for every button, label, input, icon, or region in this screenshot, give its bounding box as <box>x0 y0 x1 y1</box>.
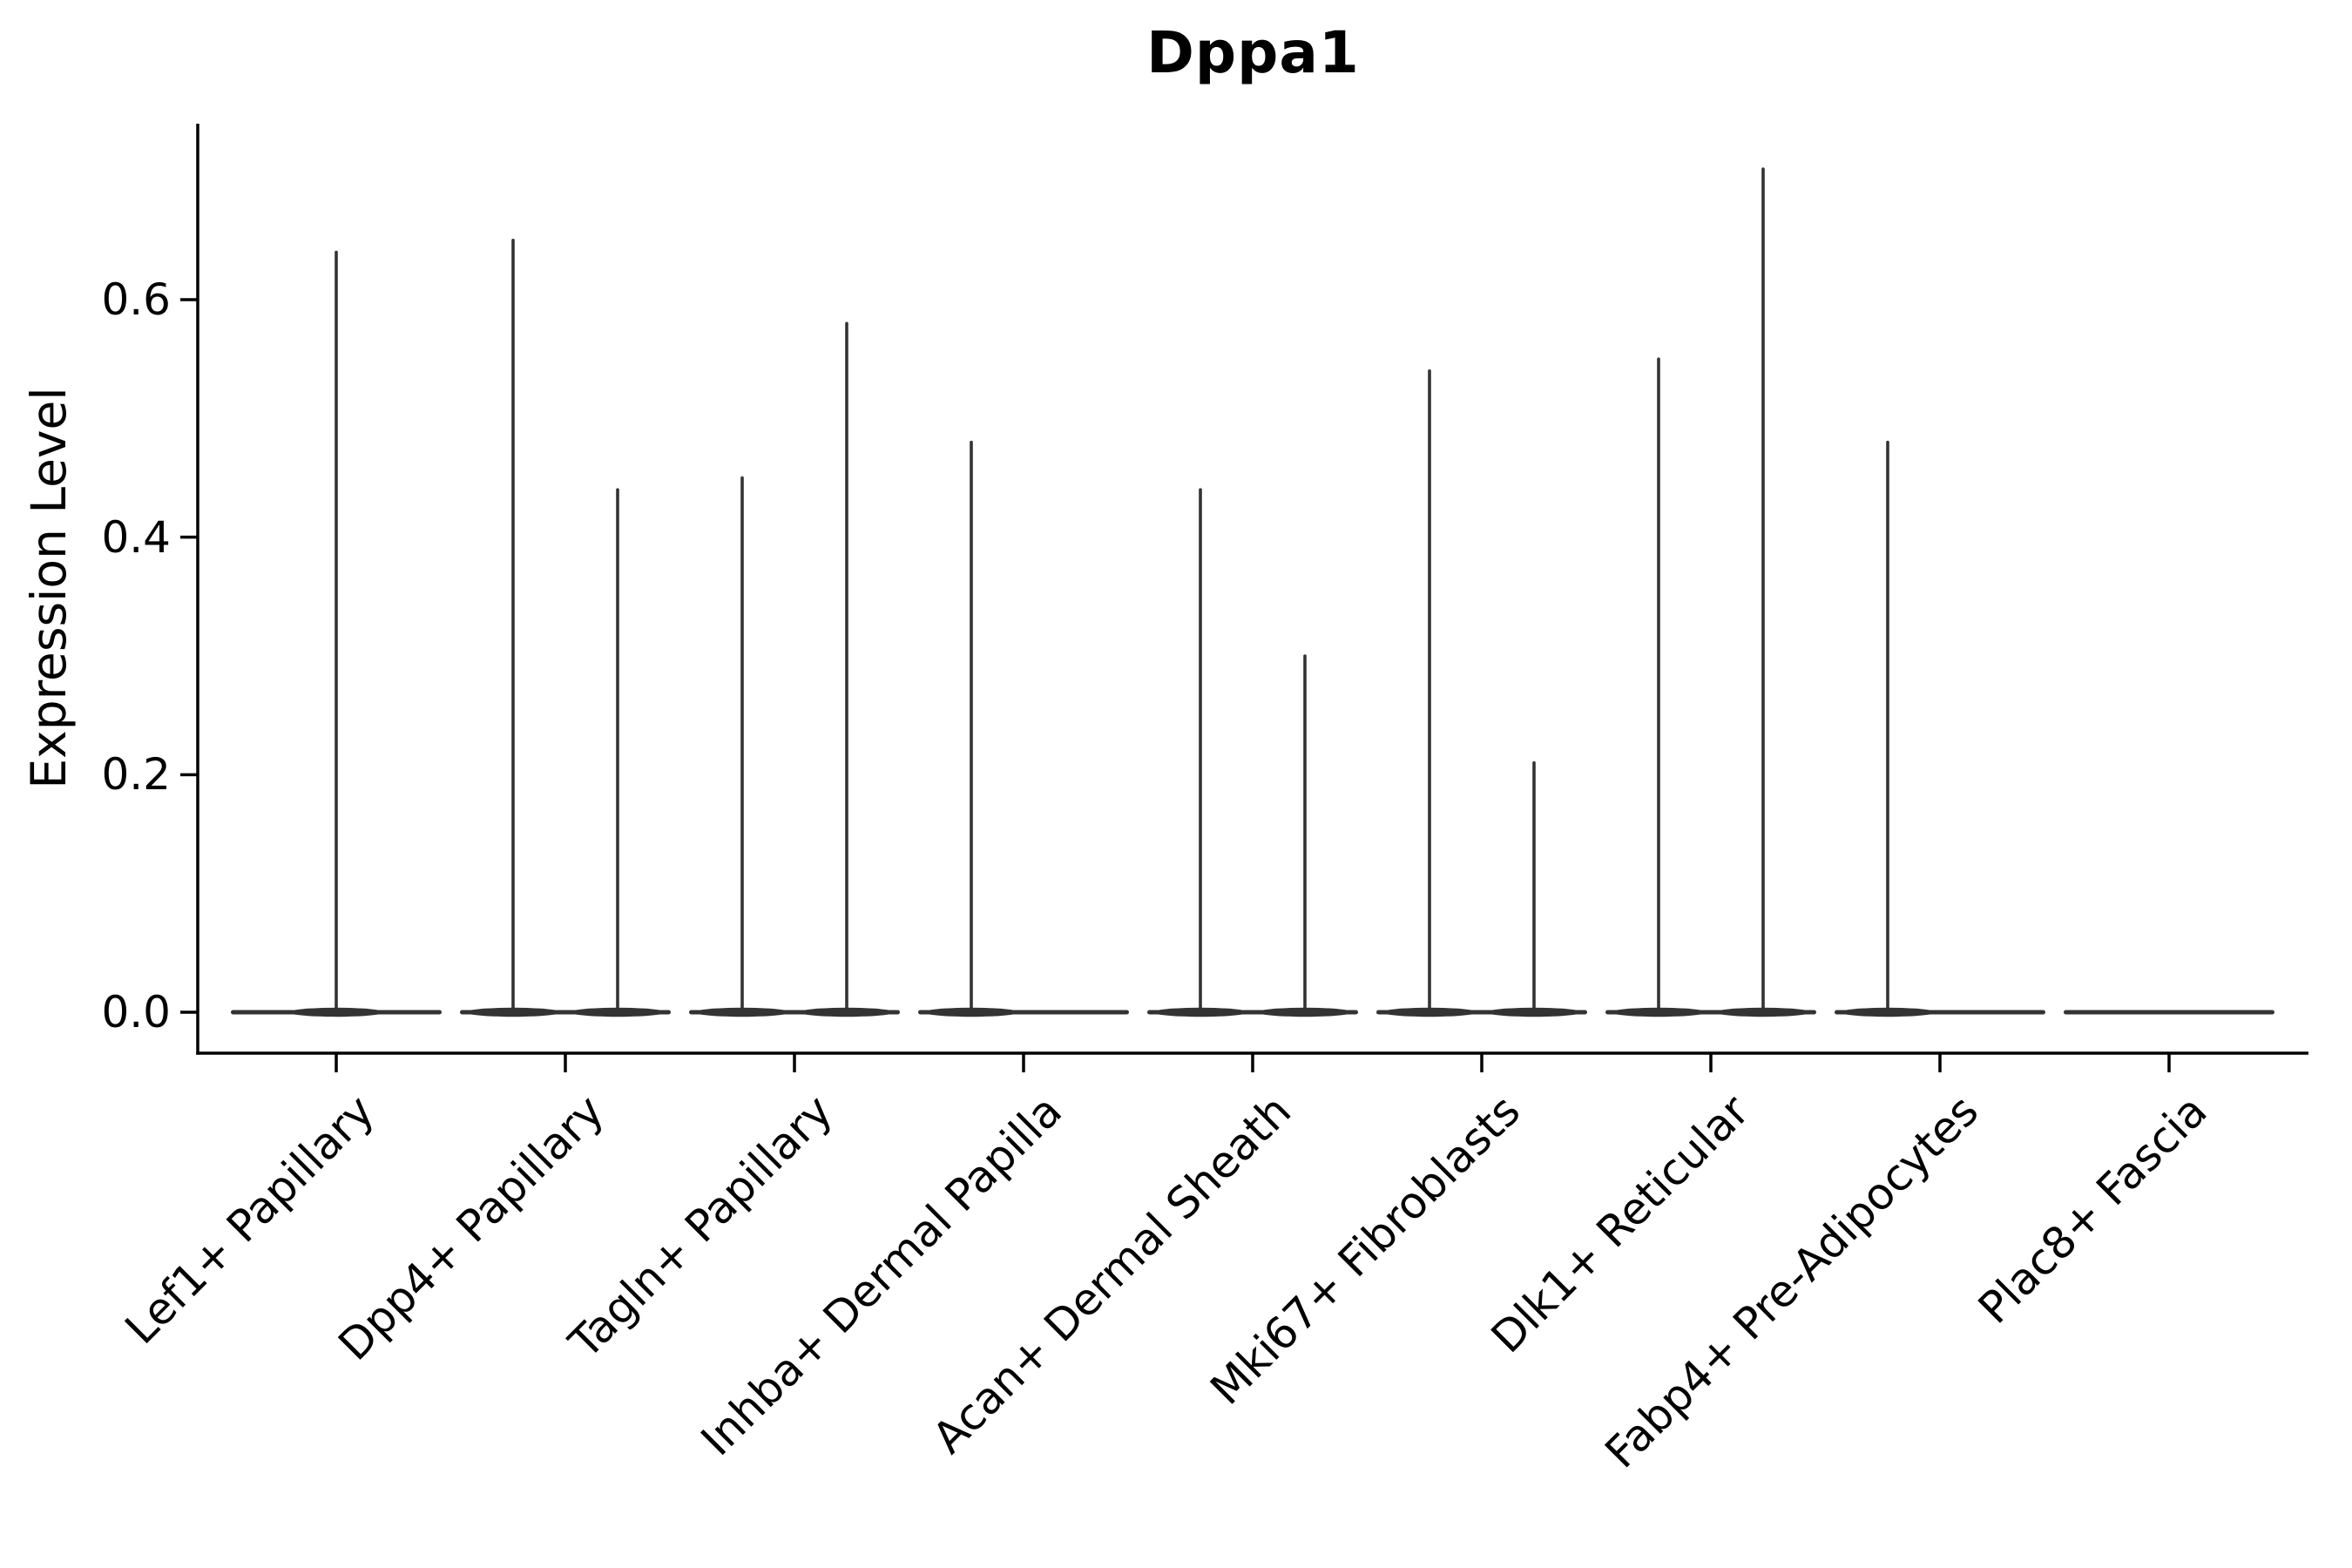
chart-title: Dppa1 <box>1146 19 1360 86</box>
violin-baseline <box>2064 1010 2274 1015</box>
y-tick-label: 0.0 <box>101 987 171 1037</box>
y-tick-label: 0.4 <box>101 511 171 563</box>
y-tick-label: 0.2 <box>101 749 171 801</box>
y-tick-label: 0.6 <box>101 274 171 326</box>
